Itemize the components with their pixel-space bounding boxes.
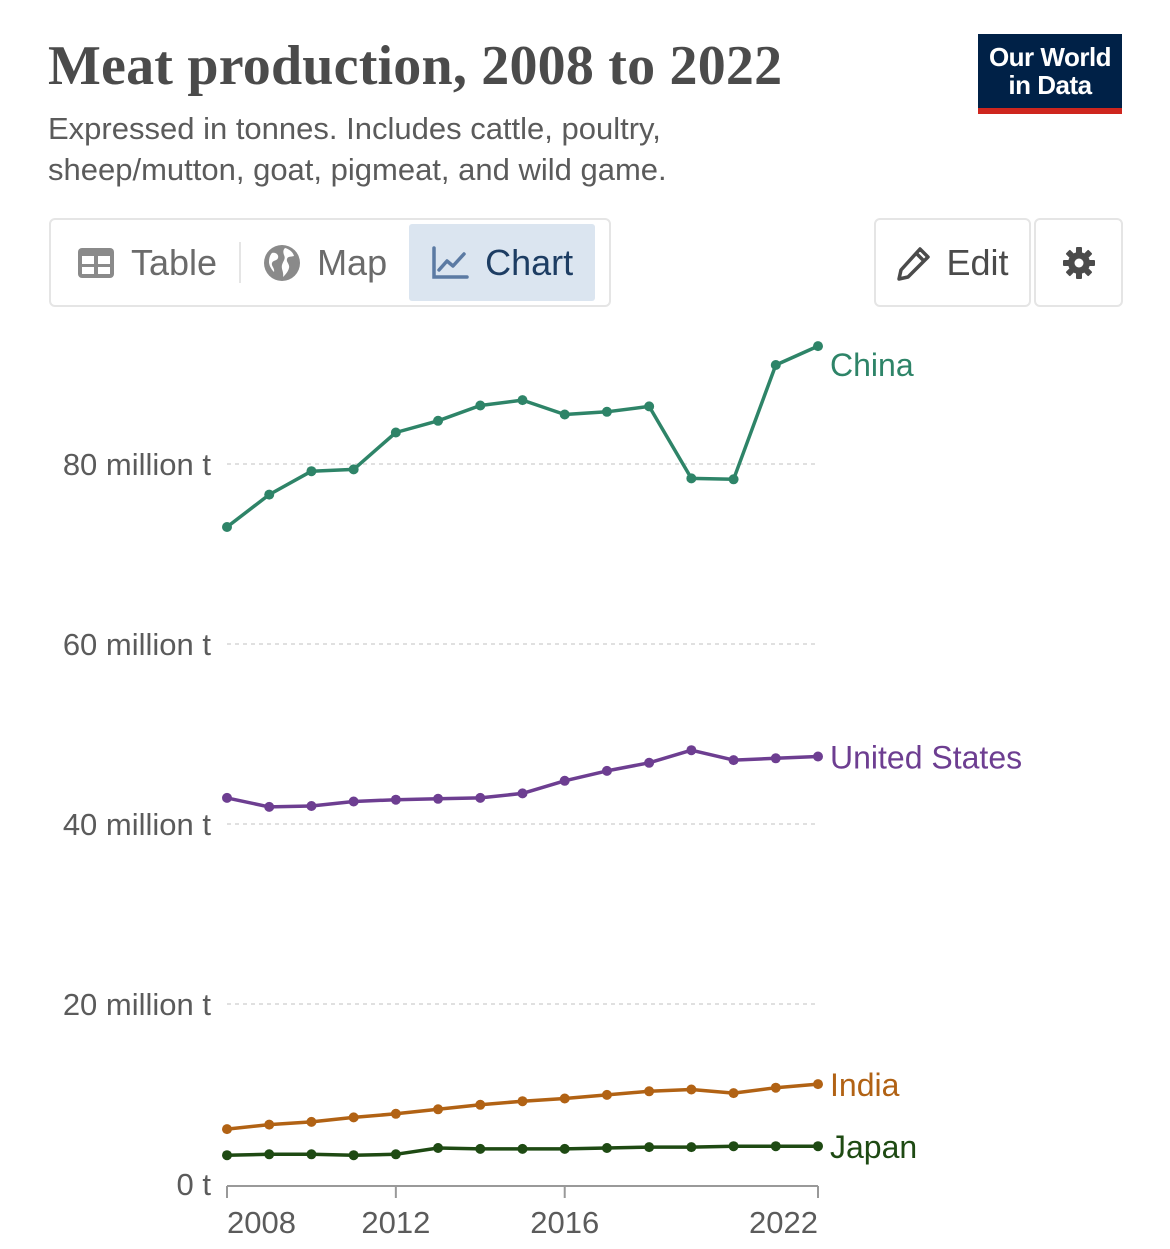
data-point — [264, 801, 275, 812]
line-chart-icon — [432, 245, 469, 279]
tab-chart[interactable]: Chart — [409, 224, 596, 301]
data-point — [433, 1104, 444, 1115]
logo-line-2: in Data — [1008, 70, 1092, 100]
data-point — [644, 1142, 655, 1153]
data-point — [728, 1141, 739, 1152]
logo-line-1: Our World — [988, 42, 1112, 72]
data-point — [686, 745, 697, 756]
data-point — [222, 792, 232, 803]
data-point — [264, 1119, 275, 1130]
data-point — [601, 406, 612, 417]
gear-icon — [1062, 246, 1095, 279]
data-point — [433, 415, 444, 426]
tab-chart-label: Chart — [485, 241, 574, 283]
data-point — [559, 409, 570, 420]
y-tick-label: 0 t — [177, 1167, 212, 1202]
data-point — [559, 1093, 570, 1104]
edit-button[interactable]: Edit — [874, 218, 1031, 307]
series-line — [225, 344, 820, 529]
data-point — [601, 1143, 612, 1153]
data-point — [475, 400, 486, 411]
settings-button[interactable] — [1034, 218, 1123, 307]
view-tabs: Table Map Chart — [49, 218, 611, 307]
data-point — [390, 427, 401, 438]
series-label: United States — [830, 740, 1022, 776]
data-point — [770, 360, 781, 370]
data-point — [475, 792, 486, 803]
tab-table[interactable]: Table — [55, 224, 239, 301]
y-tick-label: 80 million t — [63, 447, 212, 482]
data-point — [222, 1150, 232, 1161]
y-tick-label: 20 million t — [63, 987, 212, 1022]
series-label: Japan — [830, 1129, 917, 1165]
data-point — [559, 1143, 570, 1154]
data-point — [601, 1089, 612, 1100]
data-point — [813, 751, 823, 762]
data-point — [601, 765, 612, 776]
data-point — [770, 1141, 781, 1152]
data-point — [222, 1124, 232, 1135]
data-point — [644, 757, 655, 768]
data-point — [306, 1116, 317, 1127]
data-point — [306, 466, 317, 477]
y-tick-label: 40 million t — [63, 807, 212, 842]
data-point — [348, 1112, 359, 1123]
data-point — [517, 1143, 528, 1154]
x-tick-label: 2022 — [749, 1205, 818, 1240]
globe-icon — [264, 244, 301, 281]
series-label: China — [830, 347, 914, 383]
table-icon — [78, 247, 114, 278]
pencil-icon — [897, 246, 931, 281]
data-point — [433, 1143, 444, 1153]
x-tick-label: 2012 — [361, 1205, 430, 1240]
data-point — [644, 1086, 655, 1097]
data-point — [348, 464, 359, 475]
series-label: India — [830, 1067, 900, 1103]
tab-divider — [239, 242, 242, 283]
data-point — [348, 1150, 359, 1161]
data-point — [770, 753, 781, 764]
y-tick-label: 60 million t — [63, 627, 212, 662]
data-point — [728, 1088, 739, 1099]
data-point — [475, 1099, 486, 1110]
data-point — [306, 1149, 317, 1160]
chart-subtitle: Expressed in tonnes. Includes cattle, po… — [48, 111, 667, 187]
data-point — [517, 1096, 528, 1107]
data-point — [222, 522, 232, 532]
data-point — [813, 1141, 823, 1152]
data-point — [264, 489, 275, 500]
data-point — [770, 1082, 781, 1093]
data-point — [686, 1142, 697, 1153]
data-point — [475, 1143, 486, 1154]
data-point — [686, 473, 697, 484]
tab-table-label: Table — [131, 241, 218, 283]
data-point — [644, 401, 655, 412]
data-point — [686, 1084, 697, 1095]
data-point — [390, 1108, 401, 1119]
data-point — [348, 796, 359, 807]
data-point — [390, 794, 401, 805]
data-point — [813, 341, 823, 352]
data-point — [559, 775, 570, 786]
x-tick-label: 2016 — [530, 1205, 599, 1240]
data-point — [728, 755, 739, 766]
owid-logo[interactable]: Our World in Data — [978, 34, 1122, 114]
chart-title: Meat production, 2008 to 2022 — [48, 35, 783, 97]
x-tick-label: 2008 — [227, 1205, 296, 1240]
edit-button-label: Edit — [946, 241, 1009, 283]
tab-map[interactable]: Map — [241, 224, 409, 301]
data-point — [728, 474, 739, 485]
data-point — [517, 395, 528, 406]
tab-map-label: Map — [317, 241, 388, 283]
data-point — [433, 793, 444, 804]
data-point — [813, 1079, 823, 1090]
data-point — [517, 788, 528, 799]
data-point — [264, 1149, 275, 1160]
data-point — [390, 1149, 401, 1160]
data-point — [306, 801, 317, 811]
